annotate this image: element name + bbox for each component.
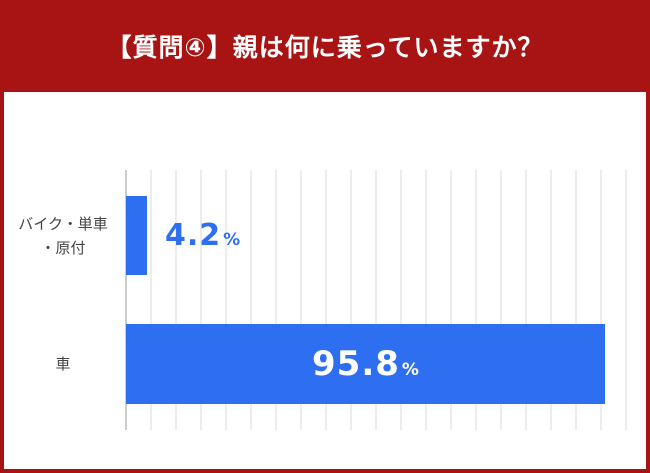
data-label-1: 95.8% xyxy=(312,344,419,384)
data-label-unit: % xyxy=(401,360,419,380)
data-label-unit: % xyxy=(223,230,241,250)
category-label-line: バイク・単車 xyxy=(18,214,108,233)
bar-1 xyxy=(126,324,605,404)
data-label-0: 4.2% xyxy=(165,218,240,253)
category-label-1: 車 xyxy=(4,352,122,376)
data-label-value: 95.8 xyxy=(312,344,400,384)
category-label-line: ・原付 xyxy=(40,238,86,257)
bar-0 xyxy=(126,196,147,275)
category-label-0: バイク・単車 ・原付 xyxy=(4,212,122,260)
bar-chart xyxy=(125,170,627,430)
chart-title: 【質問④】親は何に乗っていますか？ xyxy=(106,33,544,62)
category-label-line: 車 xyxy=(55,355,71,373)
data-label-value: 4.2 xyxy=(165,218,222,253)
chart-panel: バイク・単車 ・原付 4.2% 車 95.8% xyxy=(4,92,646,469)
